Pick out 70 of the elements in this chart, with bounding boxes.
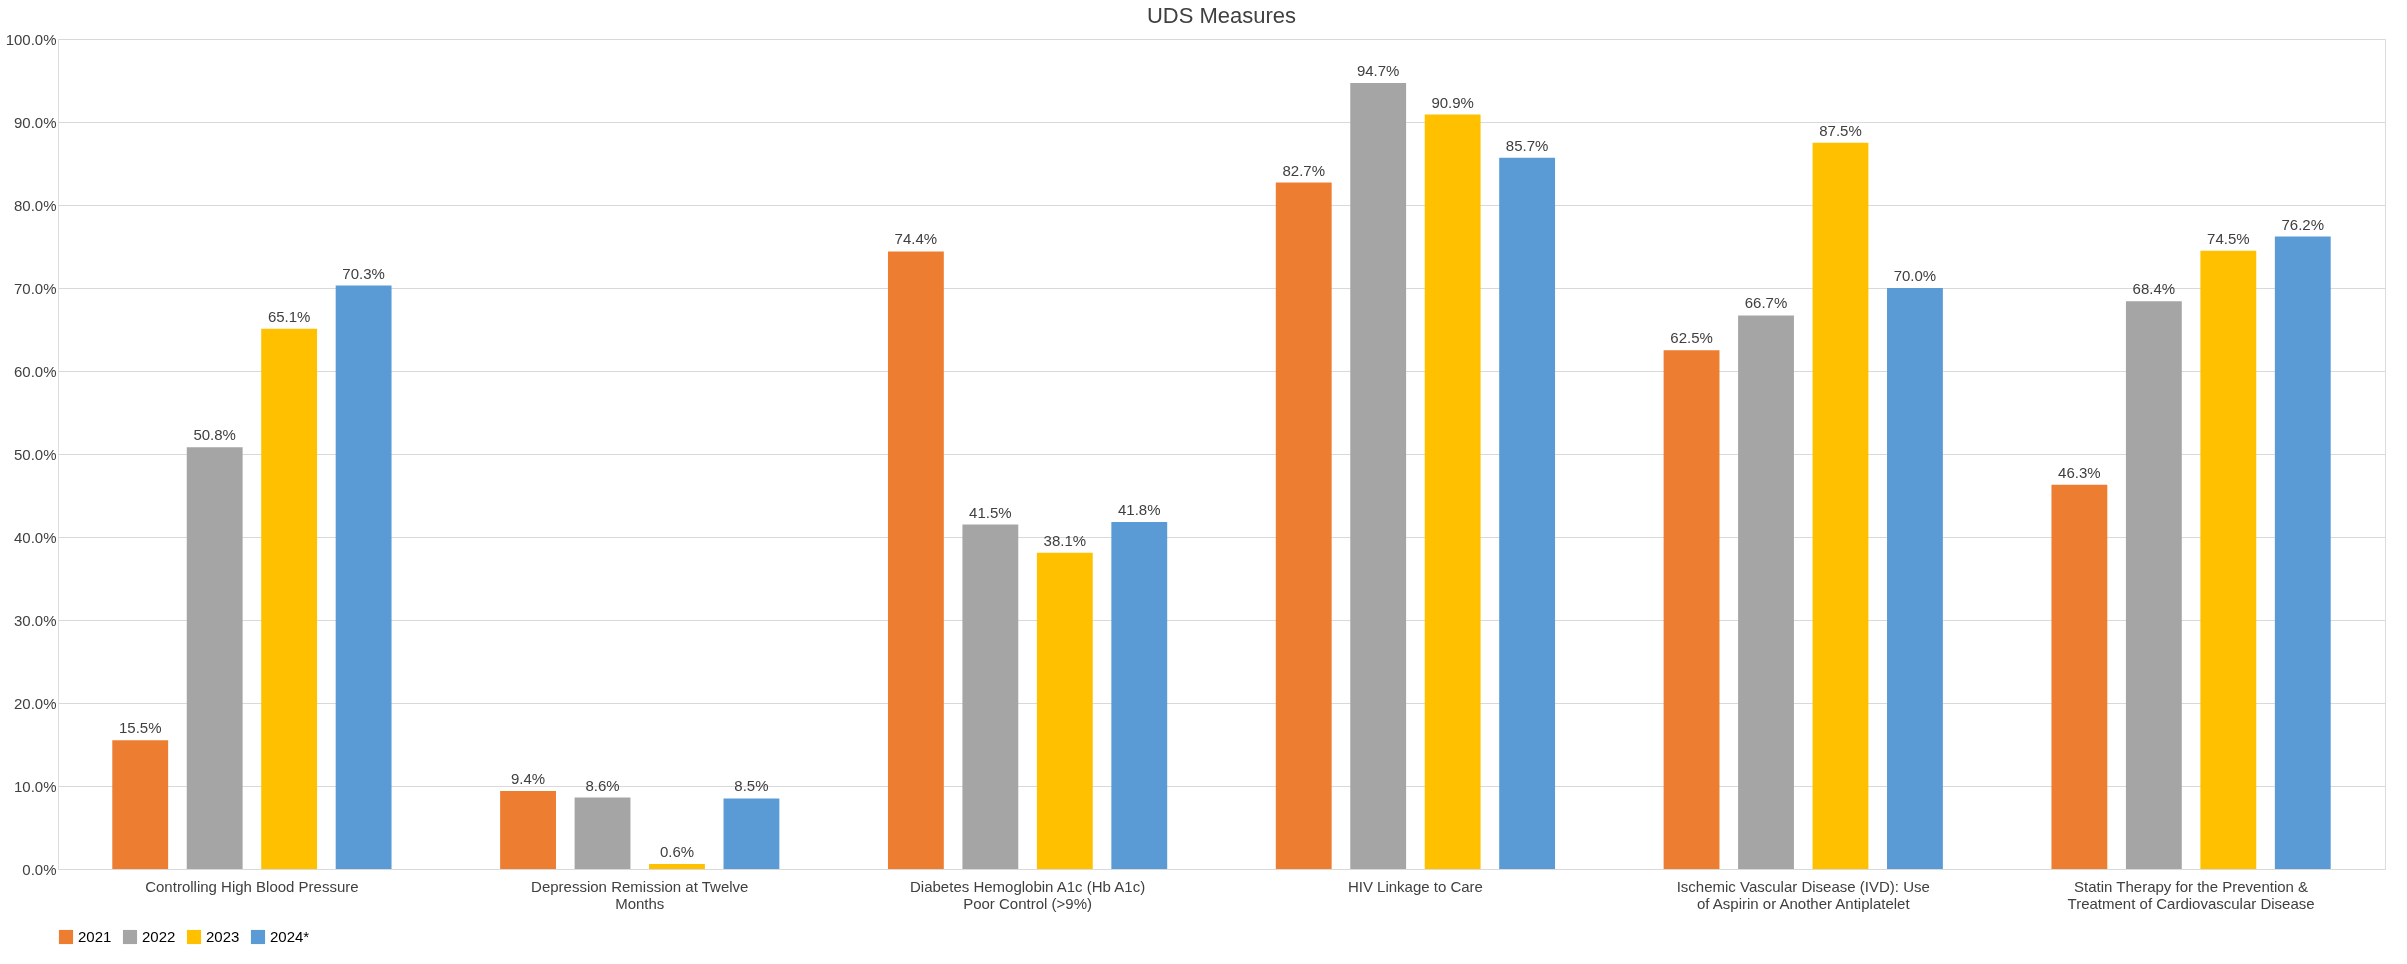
- bar: [2200, 250, 2257, 869]
- chart-title: UDS Measures: [1146, 3, 1297, 28]
- y-tick-label: 30.0%: [13, 611, 57, 629]
- y-tick-label: 100.0%: [5, 30, 57, 48]
- data-label: 9.4%: [510, 769, 546, 787]
- data-label: 65.1%: [267, 307, 311, 325]
- bar: [261, 328, 318, 869]
- bar: [1036, 552, 1093, 869]
- bar: [962, 524, 1019, 869]
- x-tick-label: Depression Remission at Twelve Months: [531, 877, 749, 912]
- data-label: 50.8%: [193, 426, 236, 444]
- data-label: 8.6%: [585, 776, 620, 794]
- bar: [1350, 82, 1407, 869]
- data-label: 94.7%: [1356, 61, 1400, 79]
- y-tick-label: 0.0%: [22, 860, 57, 878]
- x-tick-label: Statin Therapy for the Prevention & Treatment of Cardiovascular Disease: [2067, 877, 2315, 912]
- data-label: 41.5%: [969, 503, 1012, 521]
- x-tick-label: Ischemic Vascular Disease (IVD): Use of Aspirin or Another Antiplatelet: [1676, 877, 1930, 912]
- bar: [1812, 142, 1869, 869]
- bar: [1663, 350, 1720, 869]
- bar: [1738, 315, 1794, 869]
- bar: [186, 447, 243, 869]
- bar: [2051, 484, 2108, 869]
- x-tick-label: Diabetes Hemoglobin A1c (Hb A1c) Poor Control (>9%): [910, 877, 1146, 912]
- y-tick-label: 80.0%: [13, 196, 57, 214]
- data-label: 90.9%: [1431, 93, 1474, 111]
- data-label: 70.0%: [1893, 267, 1937, 284]
- legend-label: 2024*: [270, 928, 310, 945]
- bar: [500, 790, 556, 869]
- bar: [1499, 157, 1556, 869]
- legend-label: 2023: [206, 928, 240, 945]
- data-label: 41.8%: [1118, 501, 1161, 519]
- y-tick-label: 20.0%: [13, 694, 57, 712]
- bar: [1111, 522, 1168, 869]
- data-label: 74.5%: [2207, 229, 2250, 247]
- bar: [1887, 288, 1943, 869]
- bar: [112, 740, 169, 869]
- y-tick-label: 40.0%: [13, 528, 57, 546]
- data-label: 82.7%: [1282, 161, 1325, 179]
- data-label: 0.6%: [659, 843, 695, 861]
- data-label: 87.5%: [1819, 121, 1862, 139]
- y-tick-label: 90.0%: [13, 113, 57, 131]
- data-label: 62.5%: [1670, 329, 1713, 347]
- x-tick-label: HIV Linkage to Care: [1347, 877, 1483, 895]
- data-label: 85.7%: [1505, 136, 1549, 154]
- y-tick-label: 50.0%: [13, 445, 57, 463]
- bar: [2274, 236, 2331, 869]
- data-label: 46.3%: [2058, 463, 2101, 481]
- data-label: 66.7%: [1744, 294, 1788, 312]
- legend-label: 2022: [142, 928, 176, 945]
- bar: [574, 797, 631, 869]
- y-tick-label: 70.0%: [13, 279, 57, 297]
- bar: [2125, 301, 2182, 869]
- data-label: 8.5%: [734, 777, 769, 795]
- data-label: 68.4%: [2132, 280, 2176, 298]
- y-tick-label: 60.0%: [13, 362, 57, 380]
- x-tick-label: Controlling High Blood Pressure: [145, 877, 359, 895]
- bar: [649, 864, 705, 869]
- bar: [887, 251, 944, 869]
- bar: [1275, 182, 1332, 869]
- data-label: 76.2%: [2281, 215, 2325, 233]
- data-label: 15.5%: [118, 719, 162, 737]
- y-tick-label: 10.0%: [13, 777, 57, 795]
- data-label: 74.4%: [894, 230, 938, 248]
- bar: [335, 285, 392, 869]
- bar: [1424, 114, 1481, 869]
- data-label: 70.3%: [342, 264, 385, 282]
- data-label: 38.1%: [1043, 531, 1087, 549]
- legend-label: 2021: [78, 928, 112, 945]
- bar: [723, 798, 780, 869]
